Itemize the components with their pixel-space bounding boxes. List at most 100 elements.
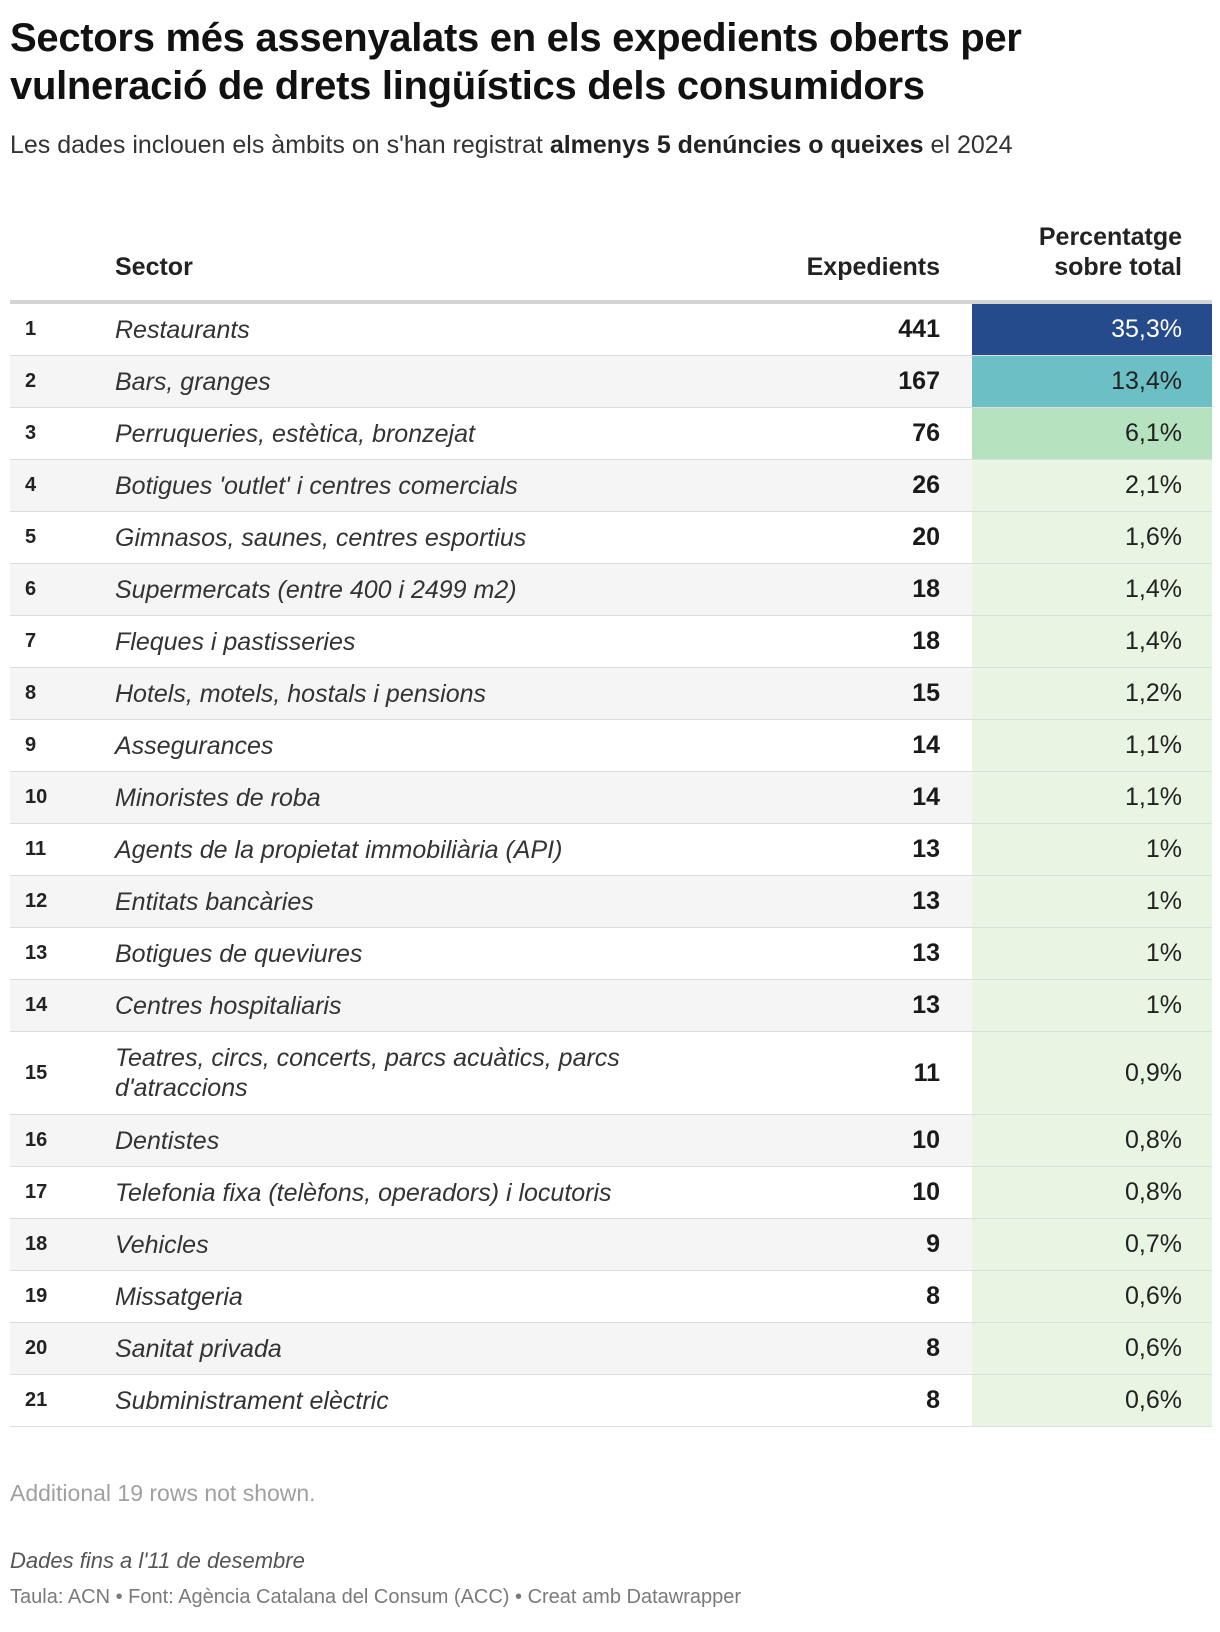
chart-title: Sectors més assenyalats en els expedient… [10,16,1022,108]
table-row: 10 Minoristes de roba 14 1,1% [10,772,1212,824]
table-row: 19 Missatgeria 8 0,6% [10,1271,1212,1323]
row-sector: Hotels, motels, hostals i pensions [115,679,487,708]
row-sector: Gimnasos, saunes, centres esportius [115,523,527,552]
row-sector: Fleques i pastisseries [115,627,356,656]
row-rank: 17 [25,1181,48,1203]
row-expedients: 76 [912,419,940,447]
table-row: 20 Sanitat privada 8 0,6% [10,1323,1212,1375]
row-rank: 15 [25,1061,48,1084]
row-rank: 7 [25,630,37,652]
row-sector: Botigues de queviures [115,939,363,968]
row-sector: Perruqueries, estètica, bronzejat [115,419,475,448]
table-row: 4 Botigues 'outlet' i centres comercials 2… [10,460,1212,512]
row-expedients: 11 [913,1058,940,1087]
row-sector: Agents de la propietat immobiliària (API… [115,835,563,864]
row-sector: Missatgeria [115,1282,243,1311]
hidden-rows-note: Additional 19 rows not shown. [10,1480,316,1506]
table-row: 6 Supermercats (entre 400 i 2499 m2) 18 1,4… [10,564,1212,616]
row-expedients: 14 [912,783,940,811]
row-sector: Supermercats (entre 400 i 2499 m2) [115,575,517,604]
row-percentage: 0,8% [972,1167,1212,1218]
table-row: 17 Telefonia fixa (telèfons, operadors) i… [10,1167,1212,1219]
table-row: 9 Assegurances 14 1,1% [10,720,1212,772]
row-percentage: 0,9% [972,1032,1212,1114]
table-row: 11 Agents de la propietat immobiliària (A… [10,824,1212,876]
source-note: Taula: ACN • Font: Agència Catalana del … [10,1586,742,1608]
row-percentage: 13,4% [972,356,1212,407]
row-expedients: 8 [926,1386,940,1414]
row-expedients: 14 [912,731,940,759]
column-header-percentage-line1: Percentatge [1038,223,1182,251]
row-percentage: 0,6% [972,1323,1212,1374]
row-percentage: 1% [972,876,1212,927]
row-rank: 5 [25,526,37,548]
row-percentage: 1,4% [972,564,1212,615]
row-expedients: 8 [926,1282,940,1310]
row-rank: 19 [25,1285,48,1307]
row-rank: 11 [25,838,47,860]
table-row: 2 Bars, granges 167 13,4% [10,356,1212,408]
row-percentage: 0,6% [972,1375,1212,1426]
row-percentage: 1,4% [972,616,1212,667]
row-rank: 21 [25,1389,48,1411]
row-expedients: 8 [926,1334,940,1362]
row-percentage: 1,2% [972,668,1212,719]
row-rank: 10 [25,786,48,808]
row-percentage: 35,3% [972,304,1212,355]
column-header-percentage[interactable]: Percentatge sobre total [942,222,1182,282]
row-percentage: 0,8% [972,1115,1212,1166]
table-row: 16 Dentistes 10 0,8% [10,1115,1212,1167]
column-header-percentage-line2: sobre total [1054,253,1182,281]
column-header-expedients[interactable]: Expedients [806,253,940,281]
row-rank: 2 [25,370,37,392]
row-rank: 13 [25,942,48,964]
table-row: 8 Hotels, motels, hostals i pensions 15 1,2… [10,668,1212,720]
row-expedients: 13 [912,991,940,1019]
date-note: Dades fins a l'11 de desembre [10,1548,305,1573]
table-row: 5 Gimnasos, saunes, centres esportius 20 1,… [10,512,1212,564]
table-row: 15 Teatres, circs, concerts, parcs acuàti… [10,1032,1212,1115]
row-expedients: 15 [912,679,940,707]
row-rank: 6 [25,578,37,600]
row-expedients: 26 [912,471,940,499]
row-expedients: 441 [898,315,940,343]
table-row: 3 Perruqueries, estètica, bronzejat 76 6,1% [10,408,1212,460]
row-expedients: 167 [898,367,940,395]
subtitle-emphasis: almenys 5 denúncies o queixes [549,131,924,159]
row-expedients: 13 [912,835,940,863]
row-sector: Botigues 'outlet' i centres comercials [115,471,518,500]
row-sector: Bars, granges [115,367,271,396]
row-rank: 3 [25,422,37,444]
row-sector: Minoristes de roba [115,783,321,812]
row-rank: 14 [25,994,48,1016]
row-expedients: 9 [926,1230,940,1258]
row-expedients: 13 [912,887,940,915]
row-rank: 9 [25,734,37,756]
row-percentage: 1,1% [972,772,1212,823]
row-sector: Vehicles [115,1230,209,1259]
table-row: 13 Botigues de queviures 13 1% [10,928,1212,980]
table-row: 1 Restaurants 441 35,3% [10,304,1212,356]
row-percentage: 1,1% [972,720,1212,771]
chart-subtitle: Les dades inclouen els àmbits on s'han r… [10,128,1200,162]
row-expedients: 10 [912,1178,940,1206]
row-sector: Restaurants [115,315,250,344]
row-sector: Assegurances [115,731,274,760]
table-row: 18 Vehicles 9 0,7% [10,1219,1212,1271]
row-percentage: 1% [972,824,1212,875]
column-header-sector[interactable]: Sector [115,253,193,281]
row-percentage: 1% [972,928,1212,979]
table-body: 1 Restaurants 441 35,3% 2 Bars, granges 167 13,… [10,304,1212,1427]
subtitle-suffix: el 2024 [923,131,1013,159]
row-expedients: 20 [912,523,940,551]
row-rank: 1 [25,318,37,340]
row-percentage: 0,6% [972,1271,1212,1322]
table-row: 14 Centres hospitaliaris 13 1% [10,980,1212,1032]
row-expedients: 10 [912,1126,940,1154]
row-rank: 8 [25,682,37,704]
row-percentage: 1% [972,980,1212,1031]
row-percentage: 1,6% [972,512,1212,563]
row-percentage: 2,1% [972,460,1212,511]
row-sector: Teatres, circs, concerts, parcs acuàtics… [115,1044,620,1102]
row-expedients: 18 [912,575,940,603]
